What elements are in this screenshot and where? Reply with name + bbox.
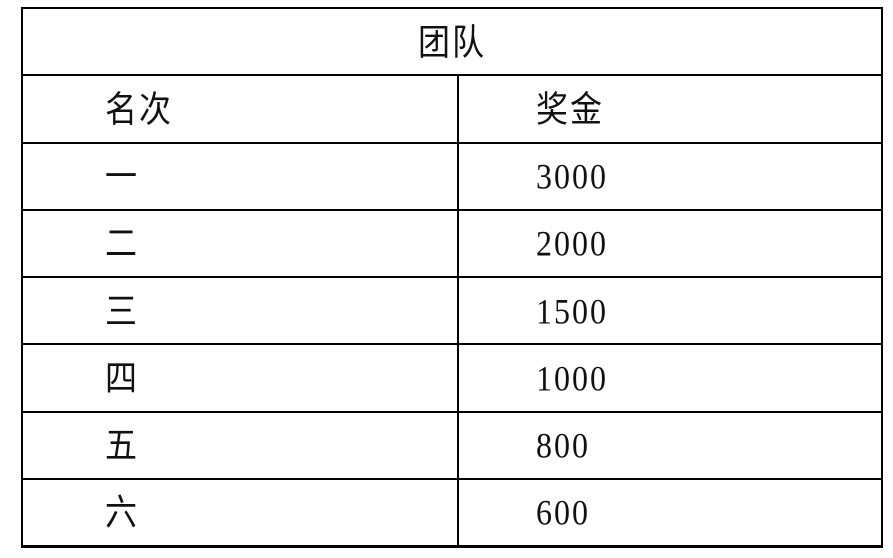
- prize-cell: 600: [457, 479, 881, 545]
- table-row: 三 1500: [23, 276, 881, 344]
- rank-cell: 五: [105, 424, 140, 466]
- column-header-rank: 名次: [105, 88, 174, 130]
- rank-cell: 四: [105, 357, 140, 399]
- prize-cell: 3000: [457, 143, 881, 209]
- table-title: 团队: [417, 21, 486, 62]
- prize-cell: 1500: [457, 278, 881, 344]
- table-row: 一 3000: [23, 141, 881, 209]
- prize-cell: 800: [457, 412, 881, 478]
- table-row: 二 2000: [23, 208, 881, 276]
- prize-cell: 1000: [457, 345, 881, 411]
- column-header-prize: 奖金: [457, 76, 881, 142]
- table-title-row: 团队: [23, 9, 881, 74]
- table-header-row: 名次 奖金: [23, 74, 881, 142]
- prize-cell: 2000: [457, 210, 881, 276]
- rank-cell: 二: [105, 223, 140, 264]
- table-row: 六 600: [23, 477, 881, 545]
- prize-table: 团队 名次 奖金 一 3000 二 2000: [21, 7, 883, 548]
- rank-cell: 六: [105, 492, 140, 533]
- rank-cell: 一: [105, 155, 140, 197]
- table-row: 五 800: [23, 410, 881, 478]
- table-row: 四 1000: [23, 343, 881, 411]
- rank-cell: 三: [105, 290, 140, 331]
